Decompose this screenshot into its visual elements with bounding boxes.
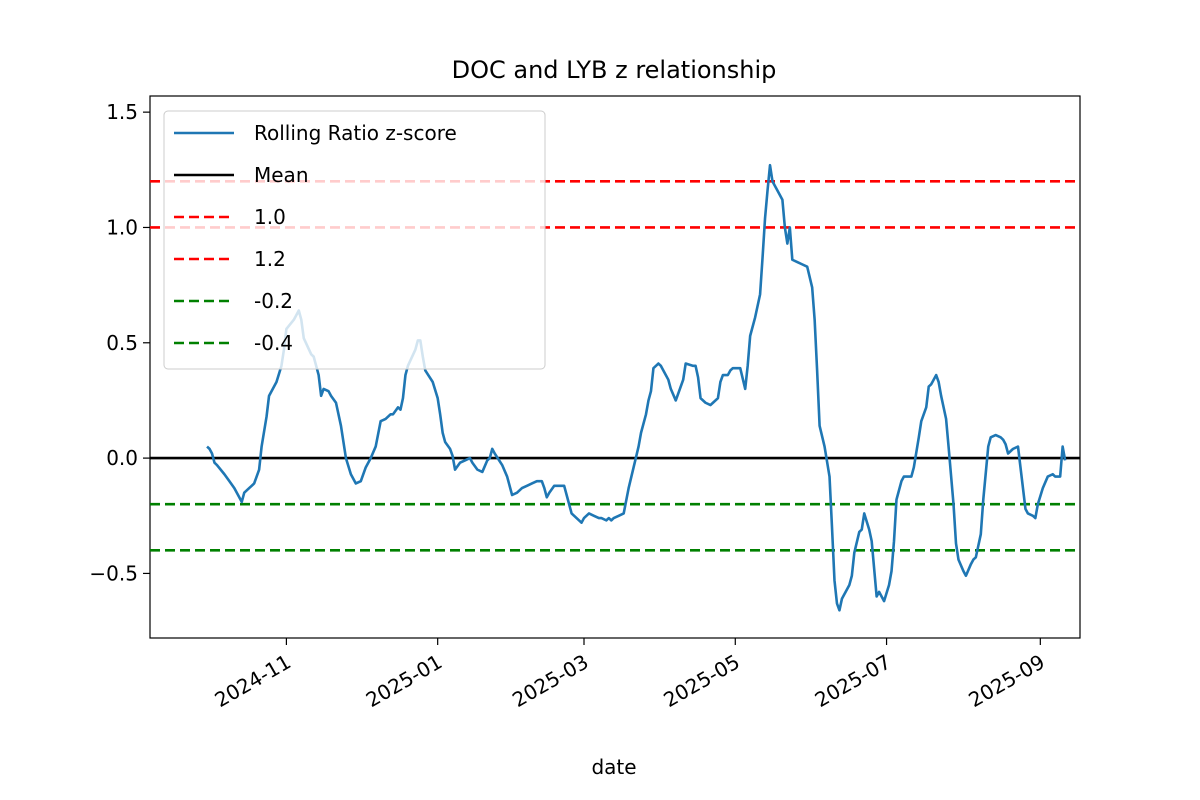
legend-box [163,110,546,370]
y-tick-label-0: 1.5 [106,100,138,124]
y-tick-label-3: 0.0 [106,446,138,470]
legend-label-0: Rolling Ratio z-score [254,121,457,145]
legend-label-4: -0.2 [254,289,293,313]
y-tick-label-2: 0.5 [106,331,138,355]
legend-label-1: Mean [254,163,309,187]
series-line-0 [206,163,1067,612]
x-axis-label: date [591,755,636,779]
y-tick-label-4: −0.5 [89,561,138,585]
legend-label-5: -0.4 [254,331,293,355]
chart-title: DOC and LYB z relationship [452,56,777,84]
legend: Rolling Ratio z-score Mean 1.0 1.2 -0.2 -0.4 [163,110,546,370]
y-tick-label-1: 1.0 [106,215,138,239]
plot-frame [149,95,1081,639]
legend-label-2: 1.0 [254,205,286,229]
legend-label-3: 1.2 [254,247,286,271]
